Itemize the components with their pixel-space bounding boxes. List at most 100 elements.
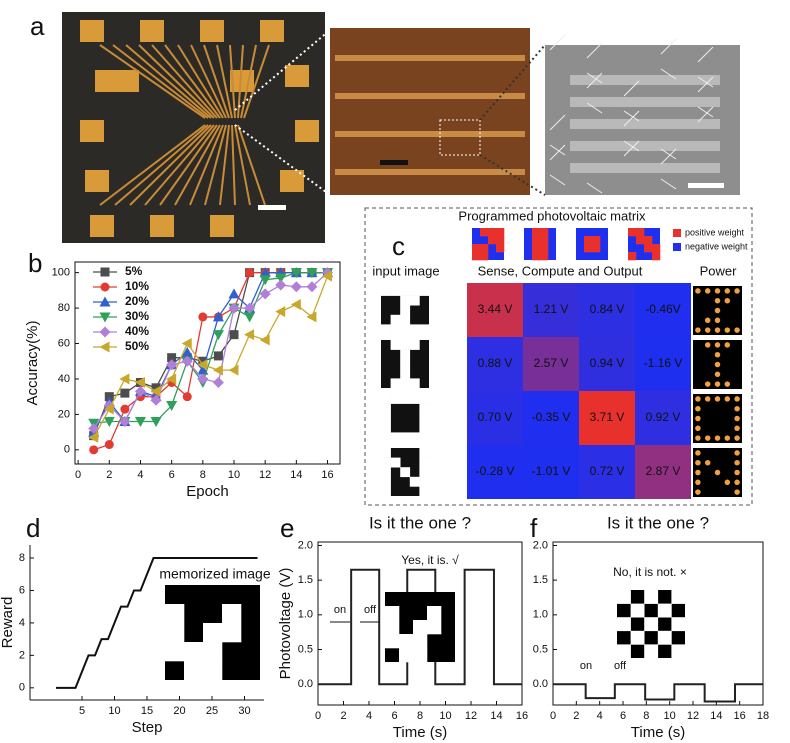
cell-label: 1.21 V [534, 302, 569, 316]
dot [704, 327, 711, 333]
marker [228, 288, 240, 299]
nanowire [623, 140, 640, 152]
pixel [584, 244, 593, 253]
x-tick-label: 10 [228, 469, 240, 481]
heatmap-cell [635, 283, 691, 337]
pixel [399, 634, 414, 649]
y-tick-label: 2 [19, 649, 25, 661]
pixel [671, 617, 686, 632]
pad [90, 215, 114, 237]
pad [115, 70, 139, 92]
pixel [409, 432, 420, 443]
y-tick-label: 0.0 [533, 678, 548, 690]
pixel [203, 623, 223, 643]
pixel [400, 314, 411, 325]
marker [181, 355, 193, 367]
y-tick-label: 6 [19, 584, 25, 596]
marker [244, 302, 256, 314]
marker [100, 282, 110, 292]
pixel [400, 378, 411, 389]
marker [212, 330, 224, 341]
x-tick-label: 10 [664, 710, 676, 722]
pixel [381, 467, 391, 478]
dot [704, 435, 711, 441]
legend-label: 20% [125, 294, 149, 308]
legend-label: 30% [125, 309, 149, 323]
cell-label: -0.35 V [532, 410, 571, 424]
sem-bar [570, 97, 720, 107]
trace [138, 44, 215, 119]
y-tick-label: 60 [58, 337, 70, 349]
nanowire [697, 76, 714, 93]
subtitle: Programmed photovoltaic matrix [458, 208, 646, 223]
trace [240, 44, 257, 119]
pixel [390, 394, 401, 404]
marker [100, 267, 110, 277]
sem-bar [570, 119, 720, 129]
pixel [390, 286, 401, 296]
marker [197, 373, 209, 385]
dot [734, 459, 740, 466]
dot [724, 396, 731, 402]
x-tick-label: 25 [206, 705, 218, 717]
dot [724, 297, 731, 304]
dot [734, 288, 740, 294]
x-tick-label: 16 [321, 469, 333, 481]
pixel [628, 252, 637, 261]
cell-label: -0.28 V [476, 464, 515, 478]
cell-label: 0.72 V [590, 464, 625, 478]
trace [129, 124, 212, 206]
pixel [400, 432, 411, 443]
marker [181, 346, 193, 357]
pixel [419, 324, 430, 335]
panel-label: d [26, 513, 40, 543]
chart-title: Is it the one ? [607, 513, 709, 532]
heatmap-cell [579, 445, 635, 499]
pixel [472, 252, 481, 261]
pixel [390, 457, 401, 468]
trace [159, 124, 218, 206]
dot [714, 317, 721, 324]
pixel [381, 448, 391, 458]
pixel [400, 359, 411, 370]
marker [259, 288, 271, 300]
y-axis-label: Photovoltage (V) [277, 568, 294, 680]
pixel [381, 394, 391, 404]
x-tick-label: 10 [439, 710, 451, 722]
marker [290, 281, 302, 293]
marker [306, 268, 318, 279]
trace [99, 124, 206, 206]
pixel [390, 324, 401, 335]
trace [204, 124, 227, 206]
y-tick-label: 20 [58, 408, 70, 420]
dot [734, 469, 740, 476]
pixel [409, 340, 420, 350]
pixel [381, 413, 391, 424]
pixel [381, 486, 391, 497]
heatmap-cell [523, 445, 579, 499]
pad [80, 20, 104, 42]
legend-label: 40% [125, 324, 149, 338]
series-line [93, 275, 329, 438]
legend-label: 50% [125, 339, 149, 353]
y-axis-label: Accuracy(%) [24, 320, 41, 405]
nanowire [660, 178, 677, 190]
x-tick-label: 12 [465, 710, 477, 722]
pixel [409, 476, 420, 487]
x-tick-label: 15 [141, 705, 153, 717]
trace [125, 44, 212, 119]
pixel [409, 378, 420, 389]
marker [120, 388, 130, 398]
annotation: memorized image [159, 566, 270, 582]
trace [174, 124, 221, 206]
dot [724, 479, 731, 486]
dot [695, 450, 701, 456]
annotation: Yes, it is. √ [401, 553, 459, 567]
pixel [381, 324, 391, 335]
dot [714, 288, 721, 294]
y-tick-label: 1.5 [533, 574, 548, 586]
dot [714, 307, 721, 314]
pixel [480, 228, 489, 237]
pixel [657, 630, 672, 645]
pixel [400, 324, 411, 335]
